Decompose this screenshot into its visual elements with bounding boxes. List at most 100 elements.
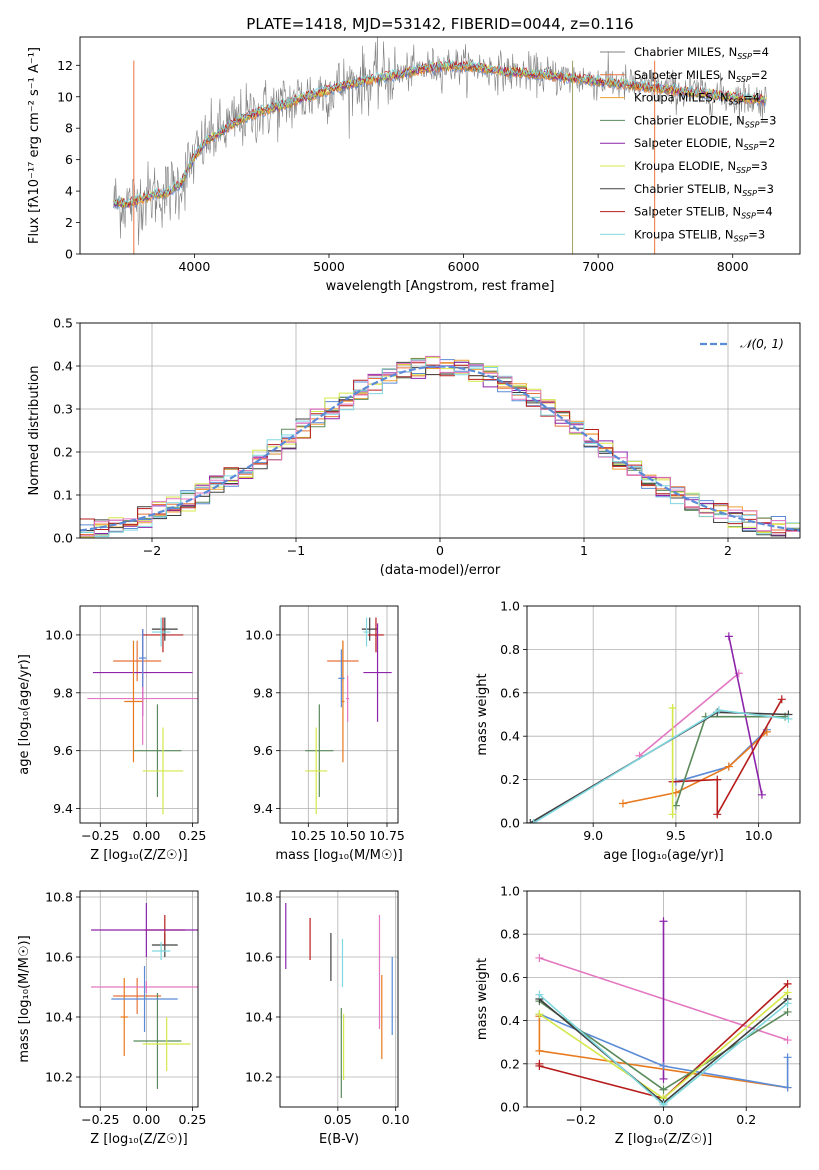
plus-marker — [783, 1007, 792, 1016]
legend-subscript: SSP — [742, 189, 757, 198]
x-tick-label: −0.2 — [566, 1112, 596, 1127]
y-tick-label: 0.0 — [500, 816, 520, 831]
y-tick-label: 0.3 — [53, 402, 73, 417]
grid — [280, 891, 398, 1107]
x-tick-label: −1 — [287, 543, 305, 558]
legend-text: Salpeter STELIB, N — [634, 205, 741, 219]
legend-subscript: SSP — [729, 98, 744, 107]
plus-marker — [783, 979, 792, 988]
y-tick-label: 9.6 — [253, 743, 273, 758]
y-tick-label: 4 — [65, 184, 73, 199]
weight-line — [638, 672, 740, 757]
x-tick-label: 0.05 — [324, 1112, 352, 1127]
legend-text: Kroupa MILES, N — [634, 91, 729, 105]
y-tick-label: 0.0 — [53, 531, 73, 546]
plus-marker — [724, 632, 733, 641]
legend-text: Chabrier MILES, N — [634, 45, 737, 59]
x-axis-label: mass [log₁₀(M/M☉)] — [275, 848, 402, 863]
gaussian-curve — [80, 365, 800, 532]
x-tick-label: −0.25 — [81, 828, 119, 843]
axes-frame — [526, 605, 801, 824]
y-tick-label: 0.6 — [500, 970, 520, 985]
x-tick-label: 10.25 — [290, 828, 326, 843]
y-tick-label: 0.0 — [500, 1100, 520, 1115]
plus-marker — [529, 819, 538, 823]
plot-area — [285, 903, 393, 1098]
y-tick-label: 0.4 — [53, 359, 73, 374]
x-axis-label: E(B-V) — [319, 1132, 359, 1147]
y-tick-label: 10.4 — [245, 1010, 273, 1025]
legend-value: =3 — [757, 182, 774, 196]
legend-subscript: SSP — [736, 166, 751, 175]
y-tick-label: 0.5 — [53, 316, 73, 331]
histogram-step-line — [80, 355, 800, 537]
age-vs-metallicity-panel: −0.25 0.00 0.25 9.4 9.6 9.8 10.0 Z [log₁₀(Z/Z☉)… — [17, 605, 207, 863]
plus-marker — [659, 1100, 668, 1107]
x-tick-label: 5000 — [313, 259, 345, 274]
legend-label: Salpeter MILES, NSSP=2 — [634, 68, 768, 84]
x-tick-label: 0.25 — [179, 828, 207, 843]
y-axis-label: age [log₁₀(age/yr)] — [17, 654, 32, 775]
plot-area — [113, 37, 767, 254]
x-tick-label: 9.5 — [666, 828, 686, 843]
weight-line — [622, 731, 768, 805]
axes-frame — [279, 605, 399, 824]
plus-marker — [618, 799, 627, 808]
plus-marker — [668, 703, 677, 712]
plus-marker — [535, 1061, 544, 1070]
plus-marker — [535, 1046, 544, 1055]
x-tick-label: −0.25 — [81, 1112, 119, 1127]
y-tick-label: 6 — [65, 152, 73, 167]
plot-area — [87, 617, 198, 815]
x-tick-label: 0.25 — [179, 1112, 207, 1127]
x-tick-label: 8000 — [717, 259, 749, 274]
y-tick-label: 10.8 — [45, 890, 73, 905]
age-vs-mass-panel: 10.25 10.50 10.75 9.4 9.6 9.8 10.0 mass [log₁₀(… — [245, 605, 405, 863]
legend-subscript: SSP — [744, 143, 759, 152]
x-tick-label: 0.10 — [382, 1112, 410, 1127]
plus-marker — [659, 1074, 668, 1083]
legend-text: Chabrier ELODIE, N — [634, 113, 745, 127]
legend-subscript: SSP — [736, 75, 751, 84]
legend-label: Chabrier STELIB, NSSP=3 — [634, 182, 774, 198]
y-tick-label: 10.2 — [245, 1070, 273, 1085]
plus-marker — [659, 1085, 668, 1094]
y-tick-label: 0.8 — [500, 927, 520, 942]
x-axis-label: Z [log₁₀(Z/Z☉)] — [90, 848, 187, 863]
legend-label: Chabrier ELODIE, NSSP=3 — [634, 113, 776, 129]
y-tick-label: 0.1 — [53, 488, 73, 503]
x-tick-label: 9.0 — [583, 828, 603, 843]
x-tick-label: −2 — [143, 543, 161, 558]
x-tick-label: 0.2 — [736, 1112, 756, 1127]
plus-marker — [724, 762, 733, 771]
legend-label: Kroupa MILES, NSSP=4 — [634, 91, 760, 107]
y-tick-label: 0.2 — [500, 1056, 520, 1071]
weight-line — [728, 636, 763, 795]
x-tick-label: 0.0 — [654, 1112, 674, 1127]
y-tick-label: 0.8 — [500, 642, 520, 657]
x-tick-label: 2 — [724, 543, 732, 558]
legend-text: Salpeter MILES, N — [634, 68, 736, 82]
plus-marker — [783, 1053, 792, 1062]
y-tick-label: 0.2 — [53, 445, 73, 460]
mass-vs-metallicity-panel: −0.25 0.00 0.25 10.2 10.4 10.6 10.8 Z [log₁₀(Z/… — [17, 890, 206, 1148]
spectrum-panel: 4000 5000 6000 7000 8000 0 2 4 6 8 10 12 wavelength … — [27, 36, 801, 294]
y-tick-label: 8 — [65, 121, 73, 136]
y-tick-label: 9.8 — [253, 685, 273, 700]
weight-vs-metallicity-panel: −0.2 0.0 0.2 0.0 0.2 0.4 0.6 0.8 1.0 Z [log₁₀(Z/Z… — [475, 884, 801, 1147]
weight-line — [672, 698, 783, 818]
legend-text: Salpeter ELODIE, N — [634, 136, 744, 150]
y-axis-label: mass weight — [475, 673, 490, 755]
y-tick-label: 10.2 — [45, 1070, 73, 1085]
y-axis-label: mass weight — [475, 958, 490, 1040]
plot-area — [527, 632, 793, 823]
legend-value: =2 — [758, 136, 775, 150]
y-tick-label: 10.8 — [245, 890, 273, 905]
y-axis-label: Normed distribution — [27, 366, 42, 496]
y-tick-label: 12 — [57, 58, 73, 73]
y-tick-label: 10.6 — [45, 950, 73, 965]
grid — [280, 606, 398, 823]
y-tick-label: 1.0 — [500, 884, 520, 899]
legend-value: =3 — [748, 227, 765, 241]
spectrum-model-line — [113, 58, 767, 206]
